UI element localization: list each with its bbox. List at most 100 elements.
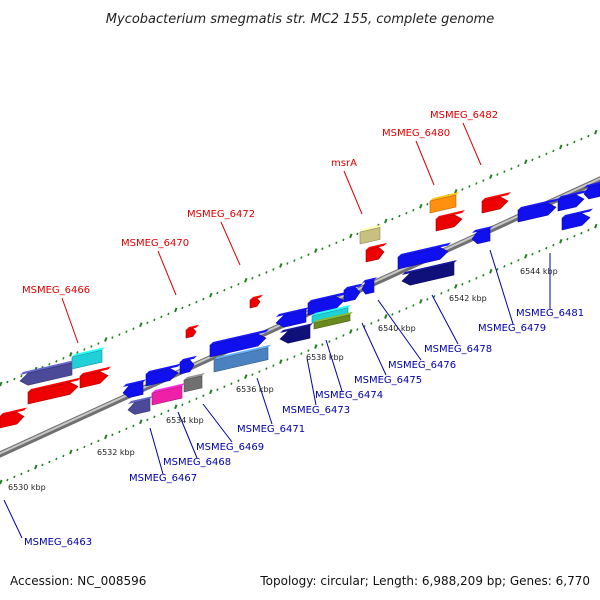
tick-mark <box>321 247 324 250</box>
tick-mark <box>454 283 458 289</box>
tick-mark <box>510 167 513 170</box>
tick-mark <box>573 234 576 238</box>
gene-feature <box>0 407 27 429</box>
tick-mark <box>300 256 303 259</box>
gene-feature <box>151 383 185 406</box>
tick-mark <box>573 140 576 144</box>
gene-feature <box>19 360 75 386</box>
gene-feature-top <box>430 192 459 201</box>
gene-feature-top <box>360 224 383 232</box>
tick-mark <box>496 267 499 271</box>
gene-feature-top <box>28 377 81 392</box>
tick-mark <box>97 342 100 345</box>
tick-mark <box>125 330 128 333</box>
gene-feature-body <box>183 375 203 393</box>
tick-mark <box>20 472 23 476</box>
gene-label[interactable]: MSMEG_6474 <box>315 390 383 401</box>
gene-feature-body <box>429 194 457 214</box>
gene-feature-body <box>481 196 509 214</box>
gene-feature-body <box>361 279 375 295</box>
tick-mark <box>6 478 9 482</box>
tick-mark <box>503 170 506 173</box>
gene-feature-top <box>123 379 146 387</box>
gene-feature <box>279 323 313 344</box>
leader-line <box>61 297 79 344</box>
gene-feature <box>343 283 363 303</box>
tick-mark <box>258 274 261 277</box>
gene-feature-top <box>20 360 75 375</box>
tick-mark <box>97 439 100 443</box>
gene-feature-body <box>307 296 345 316</box>
gene-feature-body <box>561 213 591 231</box>
tick-mark <box>426 202 429 206</box>
leader-line <box>3 499 23 539</box>
leader-line <box>489 249 514 325</box>
gene-feature <box>401 260 457 286</box>
tick-mark <box>370 322 373 325</box>
tick-mark <box>202 394 205 398</box>
gene-label[interactable]: msrA <box>331 158 357 169</box>
tick-mark <box>251 277 254 280</box>
leader-line <box>177 411 198 459</box>
tick-mark <box>279 263 283 268</box>
tick-mark <box>132 424 135 428</box>
label-leader-lines <box>3 122 551 539</box>
gene-label[interactable]: MSMEG_6478 <box>424 344 492 355</box>
gene-feature <box>517 198 559 223</box>
gene-label[interactable]: MSMEG_6463 <box>24 537 92 548</box>
tick-mark <box>160 412 163 416</box>
tick-mark <box>153 415 156 419</box>
gene-label[interactable]: MSMEG_6480 <box>382 128 450 139</box>
gene-feature-body <box>19 362 73 386</box>
tick-mark <box>188 303 191 307</box>
tick-mark <box>237 379 240 382</box>
gene-label[interactable]: MSMEG_6466 <box>22 285 90 296</box>
tick-mark <box>531 252 534 256</box>
tick-mark <box>55 457 58 461</box>
gene-label[interactable]: MSMEG_6479 <box>478 323 546 334</box>
tick-mark <box>426 298 429 301</box>
tick-mark <box>0 479 3 485</box>
tick-mark <box>454 189 458 194</box>
tick-mark <box>132 327 135 330</box>
gene-feature <box>397 242 451 270</box>
tick-mark <box>405 307 408 310</box>
tick-mark <box>160 315 163 319</box>
leader-line <box>325 339 343 392</box>
gene-label[interactable]: MSMEG_6471 <box>237 424 305 435</box>
tick-mark <box>482 179 485 182</box>
tick-mark <box>510 261 513 265</box>
gene-label[interactable]: MSMEG_6469 <box>196 442 264 453</box>
leader-line <box>157 250 177 296</box>
gene-label[interactable]: MSMEG_6468 <box>163 457 231 468</box>
gene-feature-top <box>280 323 313 333</box>
gene-feature-body <box>185 328 197 339</box>
tick-mark <box>552 243 555 247</box>
tick-mark <box>489 268 493 274</box>
tick-mark <box>335 241 338 245</box>
tick-mark <box>587 228 590 232</box>
gene-label[interactable]: MSMEG_6481 <box>516 308 584 319</box>
tick-mark <box>580 231 583 235</box>
tick-mark <box>447 289 450 292</box>
gene-label[interactable]: MSMEG_6472 <box>187 209 255 220</box>
gene-label[interactable]: MSMEG_6476 <box>388 360 456 371</box>
gene-feature-body <box>27 382 79 405</box>
gene-feature-body <box>151 385 183 406</box>
accession-text: Accession: NC_008596 <box>10 574 147 588</box>
leader-line <box>462 122 482 166</box>
gene-feature <box>583 182 600 200</box>
scale-label: 6540 kbp <box>378 324 416 333</box>
tick-mark <box>293 259 296 262</box>
gene-label[interactable]: MSMEG_6482 <box>430 110 498 121</box>
gene-label[interactable]: MSMEG_6467 <box>129 473 197 484</box>
tick-mark <box>440 292 443 295</box>
tick-mark <box>524 159 528 165</box>
gene-feature-body <box>397 247 449 270</box>
tick-mark <box>55 359 58 363</box>
gene-feature <box>209 329 269 358</box>
gene-label[interactable]: MSMEG_6470 <box>121 238 189 249</box>
tick-mark <box>587 134 590 138</box>
gene-label[interactable]: MSMEG_6473 <box>282 405 350 416</box>
gene-label[interactable]: MSMEG_6475 <box>354 375 422 386</box>
